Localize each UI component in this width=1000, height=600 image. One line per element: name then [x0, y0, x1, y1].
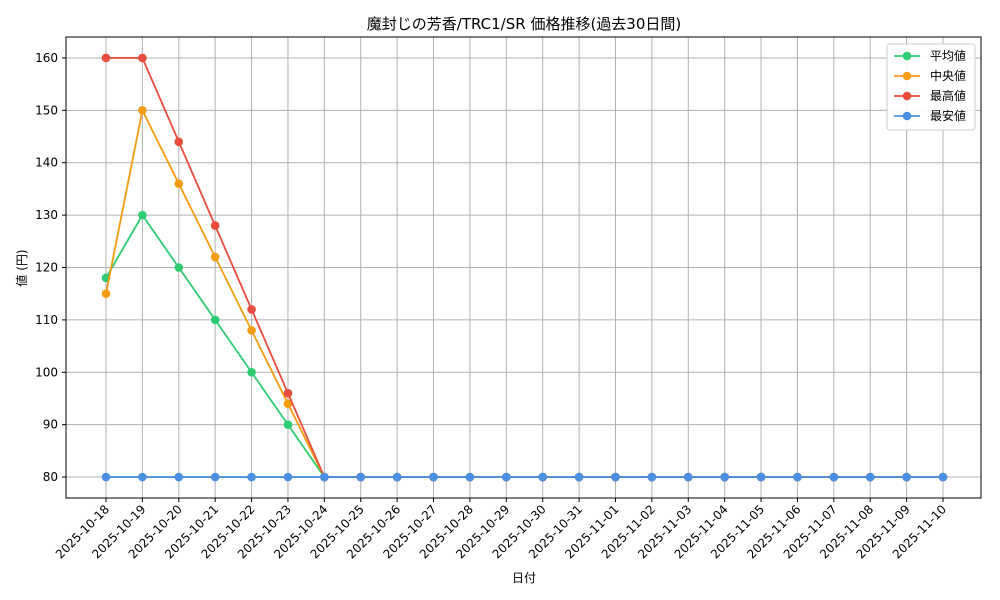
data-point — [101, 472, 111, 482]
x-axis-label: 日付 — [512, 571, 536, 585]
data-point — [138, 53, 147, 63]
y-tick-label: 150 — [35, 103, 58, 117]
data-point — [611, 472, 620, 482]
series-lines — [101, 53, 948, 482]
data-point — [829, 472, 839, 482]
data-point — [793, 472, 802, 482]
data-point — [356, 472, 366, 482]
data-point — [247, 472, 256, 482]
y-tick-label: 90 — [43, 418, 58, 432]
data-point — [210, 472, 220, 482]
legend-item: 中央値 — [894, 68, 966, 83]
data-point — [283, 388, 293, 398]
y-tick-label: 80 — [43, 470, 58, 484]
y-tick-label: 140 — [35, 156, 58, 170]
data-point — [938, 472, 948, 482]
data-point — [683, 472, 693, 482]
series-line — [105, 213, 943, 478]
y-tick-label: 160 — [35, 51, 58, 65]
series-0 — [101, 210, 948, 482]
data-point — [247, 326, 256, 335]
legend-label: 中央値 — [930, 68, 966, 83]
data-point — [247, 305, 256, 314]
data-point — [174, 179, 184, 188]
y-tick-label: 120 — [35, 261, 58, 275]
data-point — [101, 53, 111, 63]
data-point — [647, 472, 657, 482]
x-axis-ticks: 2025-10-182025-10-192025-10-202025-10-21… — [53, 498, 949, 561]
y-tick-label: 130 — [35, 208, 58, 222]
data-point — [756, 472, 766, 482]
data-point — [320, 472, 329, 482]
data-point — [138, 210, 147, 220]
data-point — [174, 137, 184, 147]
legend-box — [886, 43, 976, 131]
y-axis-label: 値 (円) — [14, 249, 29, 286]
legend-swatch-marker — [902, 111, 912, 121]
y-axis-ticks: 80 90 100 110 120 130 140 150 160 — [35, 51, 66, 484]
data-point — [720, 472, 729, 482]
data-point — [902, 472, 911, 482]
legend-label: 最安値 — [930, 108, 966, 123]
data-point — [429, 472, 438, 482]
data-point — [865, 472, 875, 482]
legend-swatch-marker — [902, 71, 912, 81]
data-point — [247, 367, 256, 377]
data-point — [210, 315, 220, 325]
data-point — [210, 252, 220, 262]
series-line — [105, 107, 943, 478]
data-point — [174, 263, 184, 272]
legend-item: 最安値 — [894, 108, 966, 123]
legend-swatch-marker — [902, 91, 912, 101]
data-point — [538, 472, 547, 482]
grid-lines — [66, 37, 981, 498]
legend-item: 平均値 — [894, 48, 966, 63]
data-point — [283, 472, 293, 482]
data-point — [502, 472, 511, 482]
data-point — [574, 472, 584, 482]
data-point — [465, 472, 475, 482]
legend-swatch-marker — [902, 51, 912, 61]
series-3 — [101, 472, 948, 482]
data-point — [101, 289, 111, 298]
data-point — [138, 106, 147, 115]
data-point — [210, 221, 220, 230]
y-tick-label: 110 — [35, 313, 58, 327]
legend-item: 最高値 — [894, 88, 966, 103]
data-point — [392, 472, 402, 482]
data-point — [283, 399, 293, 409]
data-point — [138, 472, 147, 482]
data-point — [174, 472, 184, 482]
legend-label: 平均値 — [930, 48, 966, 63]
chart-title: 魔封じの芳香/TRC1/SR 価格推移(過去30日間) — [367, 15, 681, 33]
data-point — [283, 420, 293, 429]
legend-label: 最高値 — [930, 88, 966, 103]
y-tick-label: 100 — [35, 365, 58, 379]
